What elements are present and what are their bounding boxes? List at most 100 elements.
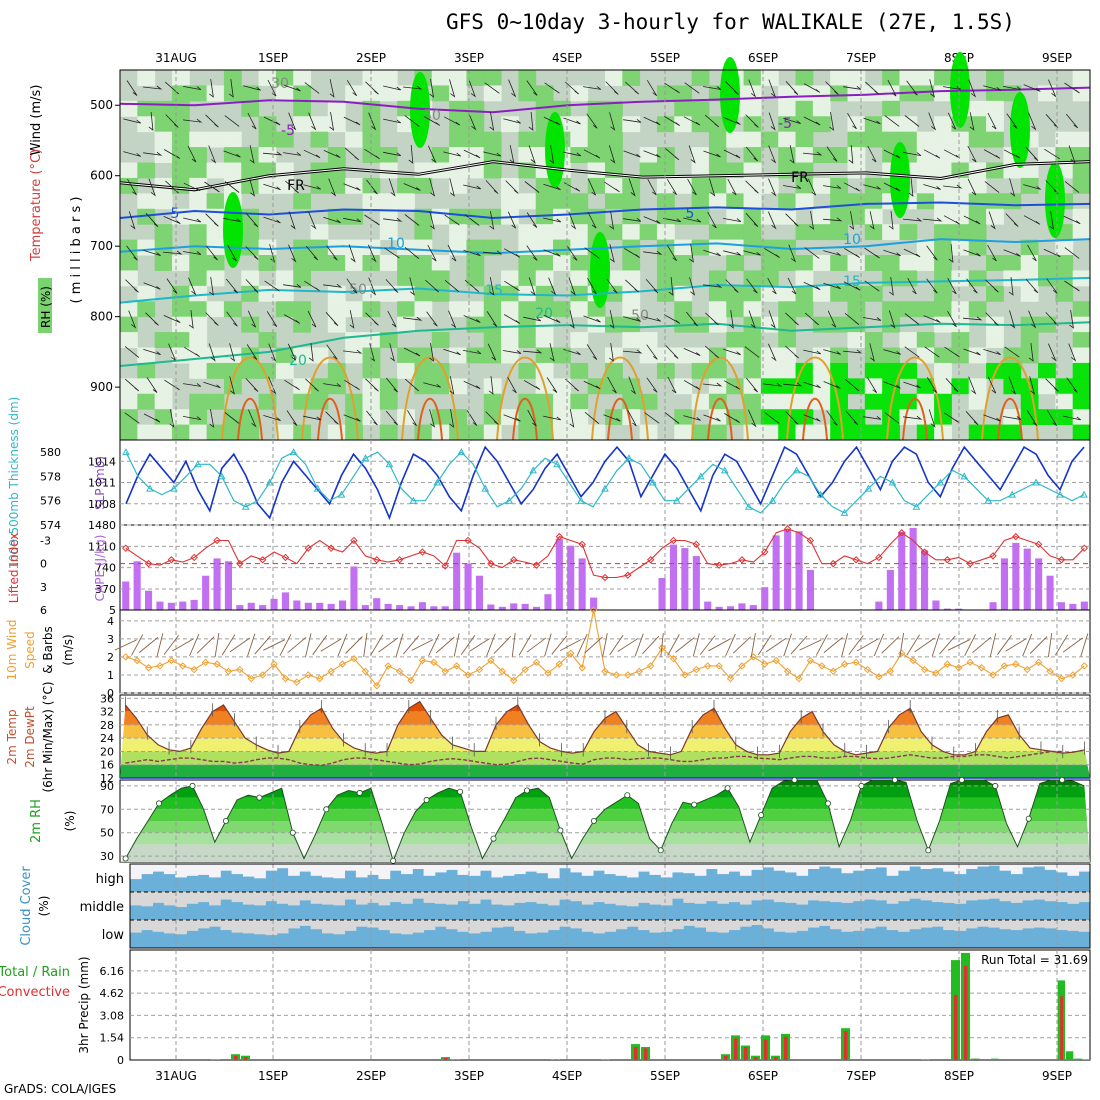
wind-barb <box>224 181 240 193</box>
cloud-clear-cell <box>875 864 888 868</box>
rh-cell <box>483 409 502 426</box>
wind-barb <box>965 411 979 426</box>
wind-point <box>829 667 837 676</box>
li-point <box>578 540 586 549</box>
rh-cell <box>518 409 537 426</box>
rh-cell <box>778 100 797 117</box>
rh-cell <box>622 224 641 241</box>
axis-label: 2m Temp <box>5 709 19 764</box>
cloud-clear-cell <box>378 892 391 906</box>
wind-barb <box>783 185 802 189</box>
rh-cell <box>1055 393 1074 410</box>
rh-cell <box>587 316 606 333</box>
tick-label: 1110 <box>88 540 116 553</box>
rh-cell <box>137 239 156 256</box>
run-total-label: Run Total = 31.69 <box>981 953 1088 967</box>
li-point <box>532 561 541 569</box>
date-label: 9SEP <box>1042 51 1072 65</box>
li-point <box>738 556 746 564</box>
cloud-clear-cell <box>491 864 504 878</box>
wind-barb <box>1008 376 1016 395</box>
wind-barb <box>1023 184 1041 190</box>
rh-cell <box>137 70 156 86</box>
rh-cell <box>327 378 346 395</box>
rh-cell <box>882 347 900 364</box>
rh-cell <box>379 147 398 163</box>
wind-barb <box>378 637 399 653</box>
cloud-clear-cell <box>1033 920 1046 928</box>
rh-cell <box>397 193 415 210</box>
date-label: 1SEP <box>258 51 288 65</box>
wind-barb <box>1003 149 1021 159</box>
cloud-clear-cell <box>536 892 549 904</box>
li-point <box>989 552 997 560</box>
contour-label: 15 <box>485 283 503 299</box>
rh-cell <box>570 393 589 410</box>
rh-cell <box>743 332 762 348</box>
wind-barb <box>603 414 621 422</box>
wind-barb <box>288 211 296 230</box>
rh-cell <box>275 347 294 364</box>
rh-cell <box>1072 224 1091 241</box>
wind-barb <box>344 147 360 161</box>
rh-cell <box>518 85 537 102</box>
rh-cell <box>587 147 606 163</box>
wind-barb <box>764 248 780 258</box>
wind-barb <box>425 279 439 293</box>
wind-barb <box>609 244 615 263</box>
rh-cell <box>553 224 571 241</box>
wind-barb <box>928 409 936 428</box>
cape-bar <box>247 602 255 610</box>
wind-barb <box>963 348 981 356</box>
rh-point <box>657 847 664 854</box>
rh-line <box>125 779 1085 863</box>
wind-barb <box>1029 636 1048 654</box>
wind-barb <box>329 79 335 98</box>
wind-barb <box>863 184 881 190</box>
wind-barb <box>403 85 423 90</box>
cloud-clear-cell <box>299 892 312 901</box>
rh-cell <box>778 409 797 426</box>
cloud-clear-cell <box>163 920 176 934</box>
cloud-clear-cell <box>423 892 436 903</box>
wind-barb <box>183 182 201 192</box>
wind-barb <box>664 412 680 424</box>
rh-cell <box>743 362 762 379</box>
cape-bar <box>316 602 324 610</box>
rh-high-patch <box>1045 162 1065 238</box>
wind-barb <box>689 244 694 263</box>
wind-barb <box>704 114 720 128</box>
rh-cell <box>241 285 260 302</box>
wind-point <box>315 674 324 683</box>
rh-cell <box>795 100 814 117</box>
wind-barb <box>125 279 139 293</box>
cape-bar <box>122 581 130 610</box>
rh-cell <box>622 332 641 348</box>
wind-barb <box>723 348 741 356</box>
rh-cell <box>1038 255 1056 271</box>
cloud-clear-cell <box>265 892 278 902</box>
rh-cell <box>449 224 467 241</box>
rh-cell <box>120 255 138 271</box>
wind-barb <box>169 409 175 428</box>
wind-barb <box>684 380 701 390</box>
precip-conv-bar <box>1060 996 1064 1060</box>
rh-cell <box>189 193 208 210</box>
wind-barb <box>888 310 896 329</box>
wind-barb <box>263 415 281 421</box>
wind-point <box>384 662 392 670</box>
cloud-clear-cell <box>412 864 425 869</box>
wind-barb <box>384 247 400 259</box>
wind-barb <box>883 349 901 355</box>
rh-cell <box>137 301 156 318</box>
rh-cell <box>327 285 346 302</box>
wind-barb <box>145 213 159 228</box>
cloud-clear-cell <box>706 864 718 869</box>
rh-cell <box>899 362 918 379</box>
wind-barb <box>127 179 137 196</box>
precip-conv-bar <box>754 1057 758 1060</box>
tick-label: 32 <box>100 706 114 719</box>
rh-cell <box>795 85 814 102</box>
wind-speed-line <box>125 609 1085 687</box>
